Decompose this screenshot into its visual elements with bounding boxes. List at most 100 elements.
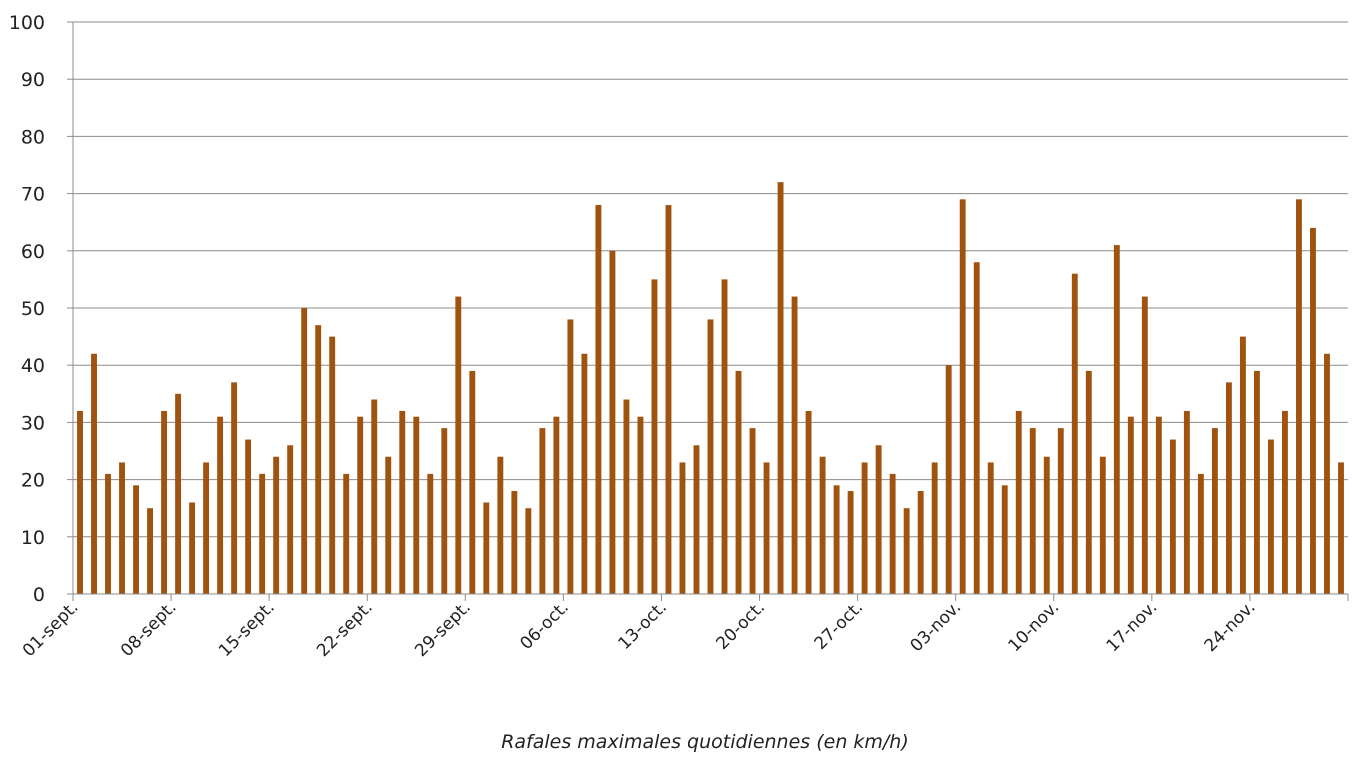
- x-tick-label: 24-nov.: [1201, 597, 1260, 656]
- y-tick-label: 20: [21, 470, 45, 492]
- y-axis-tick-labels: 0 10 20 30 40 50 60 70 80 90 100: [9, 12, 45, 606]
- bar: [987, 462, 994, 594]
- bar: [763, 462, 770, 594]
- bar: [735, 370, 742, 594]
- bar: [413, 416, 420, 594]
- bar: [371, 399, 378, 594]
- y-tick-label: 90: [21, 69, 45, 91]
- bar: [119, 462, 125, 594]
- bar: [1029, 428, 1036, 594]
- y-tick-label: 60: [21, 241, 45, 263]
- bar: [1239, 336, 1246, 594]
- bar: [1155, 416, 1162, 594]
- y-tick-label: 70: [21, 184, 45, 206]
- bar: [1296, 199, 1302, 594]
- bar: [819, 456, 826, 594]
- bar: [791, 296, 798, 594]
- y-tick-label: 80: [21, 126, 45, 148]
- bar: [1085, 370, 1092, 594]
- bar: [315, 325, 322, 594]
- bar: [203, 462, 210, 594]
- bar: [637, 416, 644, 594]
- bar: [665, 205, 672, 595]
- x-tick-label: 29-sept.: [411, 597, 475, 661]
- bar: [973, 262, 980, 594]
- x-axis-title: Rafales maximales quotidiennes (en km/h): [501, 731, 909, 753]
- y-tick-label: 0: [33, 584, 45, 606]
- x-tick-label: 27-oct.: [811, 597, 868, 654]
- bar: [1310, 227, 1316, 595]
- y-tick-label: 30: [21, 412, 45, 434]
- x-tick-label: 01-sept.: [19, 597, 83, 661]
- bar: [217, 416, 224, 594]
- x-tick-label: 20-oct.: [713, 597, 770, 654]
- x-tick-label: 08-sept.: [117, 597, 181, 661]
- bar: [497, 456, 504, 594]
- bar: [231, 382, 238, 594]
- bar: [511, 491, 518, 594]
- bar: [959, 199, 966, 594]
- bar: [917, 491, 924, 594]
- x-tick-label: 13-oct.: [614, 597, 671, 654]
- bar: [903, 508, 910, 594]
- bar: [623, 399, 630, 594]
- bar: [1127, 416, 1134, 594]
- bar: [539, 428, 546, 594]
- bar: [945, 365, 952, 594]
- bar: [581, 353, 588, 594]
- bar: [245, 439, 252, 594]
- gridlines: [73, 21, 1348, 538]
- bar: [357, 416, 364, 594]
- bar: [1001, 485, 1008, 594]
- bar: [609, 250, 616, 595]
- bar: [595, 205, 602, 595]
- y-tick-label: 50: [21, 298, 45, 320]
- bar: [161, 410, 168, 594]
- bar: [875, 445, 882, 594]
- bar: [693, 445, 700, 594]
- bar: [1071, 273, 1078, 594]
- bar: [833, 485, 840, 594]
- bar: [1183, 410, 1190, 594]
- bar: [399, 410, 406, 594]
- bar: [805, 410, 812, 594]
- bar: [343, 473, 350, 594]
- bars: [77, 182, 1344, 595]
- bar: [259, 473, 266, 594]
- bar: [525, 508, 532, 594]
- bar: [455, 296, 462, 594]
- bar: [777, 182, 784, 594]
- bar: [1169, 439, 1176, 594]
- bar: [1141, 296, 1148, 594]
- bar: [133, 485, 139, 594]
- bar: [1253, 370, 1260, 594]
- x-tick-label: 17-nov.: [1103, 597, 1162, 656]
- bar: [707, 319, 714, 594]
- x-axis-tick-labels: 01-sept. 08-sept. 15-sept. 22-sept. 29-sept.…: [19, 597, 1260, 661]
- bar: [1225, 382, 1232, 594]
- x-tick-label: 10-nov.: [1005, 597, 1064, 656]
- bar: [385, 456, 392, 594]
- bar: [1015, 410, 1022, 594]
- bar: [1197, 473, 1204, 594]
- bar: [861, 462, 868, 594]
- bar: [301, 308, 308, 594]
- bar: [1267, 439, 1274, 594]
- bar: [483, 502, 490, 594]
- bar: [931, 462, 938, 594]
- bar: [287, 445, 294, 594]
- bar: [1211, 428, 1218, 594]
- bar: [1099, 456, 1106, 594]
- bar: [77, 410, 83, 594]
- bar: [721, 279, 728, 594]
- bar: [147, 508, 154, 594]
- bar: [1282, 410, 1288, 594]
- bar: [329, 336, 336, 594]
- bar: [1324, 353, 1330, 594]
- bar: [889, 473, 896, 594]
- bar: [651, 279, 658, 594]
- x-tick-label: 15-sept.: [215, 597, 279, 661]
- y-tick-label: 100: [9, 12, 45, 34]
